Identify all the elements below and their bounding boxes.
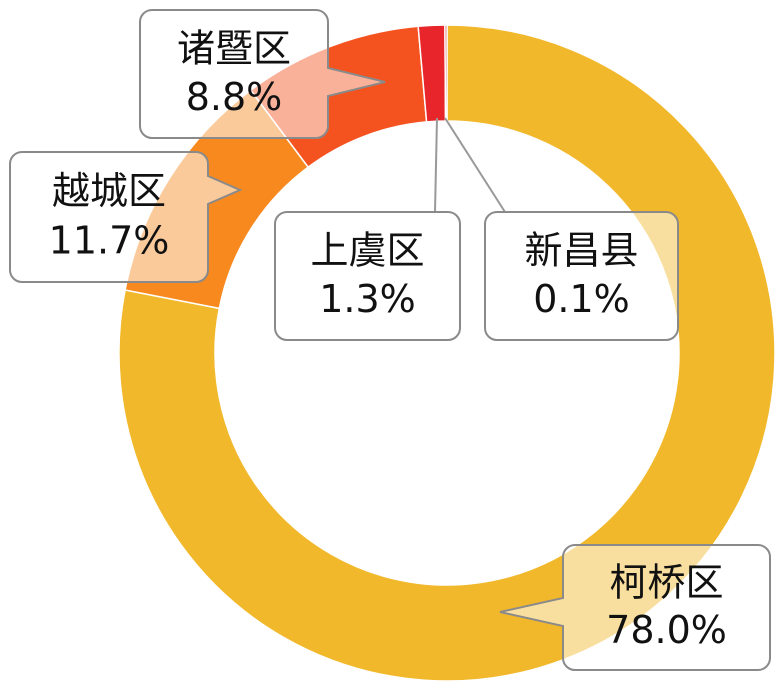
- slice-name: 越城区: [52, 169, 166, 213]
- label-box: [274, 211, 461, 341]
- leader-line: [434, 117, 438, 213]
- slice-value: 11.7%: [49, 219, 170, 263]
- label-box: [139, 9, 386, 139]
- label-box: [484, 211, 679, 341]
- label-box: [9, 151, 243, 283]
- slice-value: 1.3%: [319, 277, 416, 321]
- slice-name: 诸暨区: [177, 26, 291, 70]
- label-box: [499, 544, 771, 671]
- slice-name: 柯桥区: [609, 561, 723, 605]
- slice-name: 新昌县: [524, 228, 638, 272]
- leader-line: [444, 117, 506, 213]
- slice-name: 上虞区: [310, 228, 424, 272]
- slice-value: 78.0%: [606, 608, 727, 652]
- slice-value: 8.8%: [186, 75, 283, 119]
- donut-slice: [444, 24, 448, 122]
- slice-value: 0.1%: [533, 277, 630, 321]
- donut-slice: [118, 24, 776, 682]
